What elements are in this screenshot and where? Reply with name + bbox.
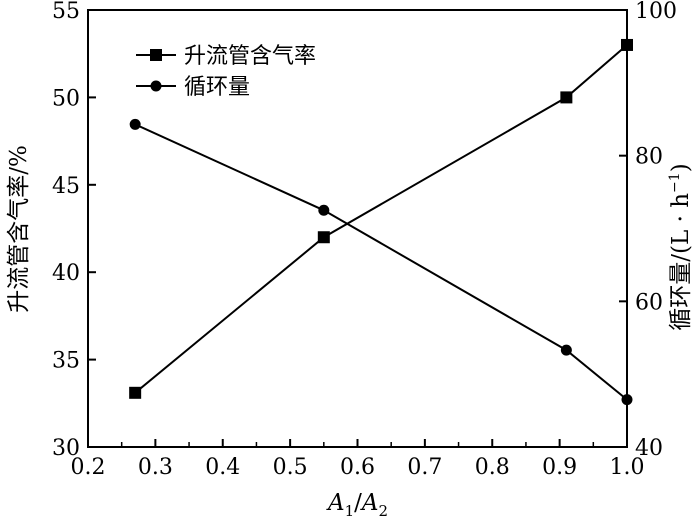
x-tick-label: 0.9 [542, 455, 577, 480]
data-point-gas-holdup [317, 231, 330, 244]
legend-square-marker [150, 49, 162, 61]
x-tick-label: 0.6 [340, 455, 375, 480]
left-y-axis: 30 35 40 45 50 55 [52, 0, 96, 461]
data-point-gas-holdup [560, 91, 573, 104]
legend-label-gas-holdup: 升流管含气率 [184, 44, 316, 69]
x-axis-label: A1/A2 [326, 490, 388, 520]
legend-item-circulation: 循环量 [136, 75, 250, 100]
x-axis-label-sub1: 1 [345, 502, 355, 520]
x-tick-label: 0.5 [273, 455, 308, 480]
x-tick-label: 1.0 [610, 455, 645, 480]
left-y-tick-label: 30 [52, 436, 80, 461]
x-tick-label: 0.2 [71, 455, 106, 480]
left-y-tick-label: 40 [52, 261, 80, 286]
left-y-axis-label: 升流管含气率/% [6, 145, 32, 313]
left-y-tick-label: 45 [52, 174, 80, 199]
left-y-tick-label: 55 [52, 0, 80, 24]
right-y-axis-label-close: ) [668, 163, 694, 172]
x-tick-label: 0.3 [138, 455, 173, 480]
x-tick-label: 0.8 [475, 455, 510, 480]
data-point-circulation [318, 204, 330, 216]
x-axis-label-sub2: 2 [379, 502, 389, 520]
x-tick-label: 0.7 [407, 455, 442, 480]
right-y-axis-label-main: 循环量/(L · h [668, 193, 694, 331]
right-y-tick-label: 100 [635, 0, 677, 24]
legend-label-circulation: 循环量 [184, 75, 250, 100]
right-y-tick-label: 80 [635, 145, 663, 170]
data-point-gas-holdup [621, 38, 633, 51]
x-axis: 0.2 0.3 0.4 0.5 0.6 0.7 0.8 0.9 1.0 [71, 439, 645, 480]
plot-frame [87, 9, 628, 448]
right-y-axis: 40 60 80 100 [619, 0, 677, 461]
series-layer [129, 38, 633, 406]
right-y-axis-label: 循环量/(L · h−1) [667, 163, 694, 330]
plot-border [87, 9, 628, 448]
left-y-tick-label: 35 [52, 349, 80, 374]
legend-item-gas-holdup: 升流管含气率 [136, 44, 316, 69]
data-point-circulation [621, 394, 633, 406]
left-y-tick-label: 50 [52, 86, 80, 111]
legend-circle-marker [150, 80, 162, 92]
x-axis-label-a2: A [360, 490, 379, 516]
data-point-gas-holdup [129, 386, 142, 399]
right-y-tick-label: 60 [635, 290, 663, 315]
x-tick-label: 0.4 [205, 455, 240, 480]
legend: 升流管含气率 循环量 [136, 44, 316, 100]
x-axis-label-slash: / [354, 490, 362, 516]
series-line-gas-holdup [134, 44, 628, 394]
series-line-circulation [134, 123, 628, 401]
right-y-axis-label-sup: −1 [667, 172, 683, 193]
x-axis-label-a1: A [326, 490, 345, 516]
right-y-tick-label: 40 [635, 436, 663, 461]
data-point-circulation [560, 344, 572, 356]
data-point-circulation [129, 118, 141, 130]
